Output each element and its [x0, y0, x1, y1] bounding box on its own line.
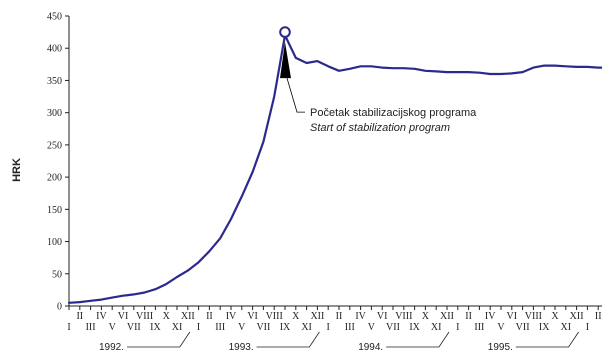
y-axis-label: HRK	[11, 158, 23, 182]
x-tick-label: X	[163, 311, 171, 322]
y-tick-label: 150	[47, 205, 62, 216]
year-leader-line	[386, 331, 450, 348]
x-tick-label: III	[474, 322, 484, 333]
series-line	[67, 34, 602, 304]
y-tick-label: 100	[47, 237, 62, 248]
x-tick-label: VI	[377, 311, 388, 322]
annotation-layer: Početak stabilizacijskog programa Start o…	[279, 26, 477, 134]
y-tick-label: 400	[47, 44, 62, 55]
x-tick-label: II	[76, 311, 83, 322]
x-tick-label: V	[368, 322, 376, 333]
x-tick-label: VIII	[266, 311, 283, 322]
x-tick-label: III	[86, 322, 96, 333]
y-axis: 0 50 100 150 200 250 300 350 400 450	[47, 12, 70, 313]
x-tick-label: VII	[516, 322, 530, 333]
y-tick-label: 350	[47, 76, 62, 87]
x-tick-label: I	[586, 322, 589, 333]
x-tick-label: XI	[561, 322, 572, 333]
annotation-arrow	[280, 42, 291, 79]
x-tick-label: X	[422, 311, 430, 322]
x-tick-label: VI	[118, 311, 129, 322]
x-tick-label: IV	[226, 311, 237, 322]
x-tick-label: VI	[507, 311, 518, 322]
x-tick-label: VIII	[395, 311, 412, 322]
y-tick-label: 250	[47, 140, 62, 151]
y-tick-label: 200	[47, 173, 62, 184]
series-layer	[67, 34, 602, 304]
x-tick-label: VII	[256, 322, 270, 333]
x-tick-label: II	[336, 311, 343, 322]
y-tick-label: 0	[57, 302, 62, 313]
x-tick-label: XI	[301, 322, 312, 333]
year-leader-line	[515, 331, 579, 348]
y-tick-label: 300	[47, 108, 62, 119]
x-tick-label: IX	[409, 322, 420, 333]
year-label: 1995.	[488, 342, 513, 353]
x-tick-label: IV	[96, 311, 107, 322]
x-tick-label: X	[551, 311, 559, 322]
x-tick-label: XI	[431, 322, 442, 333]
x-tick-label: V	[497, 322, 505, 333]
year-label: 1992.	[99, 342, 124, 353]
x-tick-label: VI	[247, 311, 258, 322]
x-tick-label: IX	[539, 322, 550, 333]
x-tick-label: II	[465, 311, 472, 322]
x-tick-label: X	[292, 311, 300, 322]
x-tick-label: III	[215, 322, 225, 333]
x-tick-label: I	[456, 322, 459, 333]
x-tick-label: V	[238, 322, 246, 333]
y-tick-label: 450	[47, 12, 62, 23]
annotation-text: Početak stabilizacijskog programa	[310, 107, 477, 119]
x-tick-label: IX	[150, 322, 161, 333]
y-tick-label: 50	[52, 269, 62, 280]
x-tick-label: III	[345, 322, 355, 333]
x-tick-label: I	[327, 322, 330, 333]
x-tick-label: XII	[181, 311, 195, 322]
year-label: 1994.	[358, 342, 383, 353]
x-tick-label: VIII	[136, 311, 153, 322]
x-tick-label: XI	[172, 322, 183, 333]
annotation-leader	[286, 77, 305, 113]
annotation-text-italic: Start of stabilization program	[310, 122, 450, 134]
x-tick-label: IV	[485, 311, 496, 322]
x-tick-label: II	[595, 311, 602, 322]
x-tick-label: XII	[440, 311, 454, 322]
x-tick-label: I	[67, 322, 70, 333]
x-axis: IIIIIIIVVVIVIIVIIIIXXXIXIIIIIIIIIVVVIVII…	[67, 305, 602, 353]
year-label: 1993.	[229, 342, 254, 353]
x-tick-label: VIII	[525, 311, 542, 322]
x-tick-label: VII	[386, 322, 400, 333]
x-tick-label: IV	[355, 311, 366, 322]
x-tick-label: I	[197, 322, 200, 333]
x-tick-label: II	[206, 311, 213, 322]
x-tick-label: XII	[310, 311, 324, 322]
year-leader-line	[127, 331, 191, 348]
x-tick-label: V	[109, 322, 117, 333]
x-tick-label: IX	[280, 322, 291, 333]
x-tick-label: VII	[127, 322, 141, 333]
x-tick-label: XII	[570, 311, 584, 322]
peak-marker	[279, 26, 291, 38]
year-leader-line	[256, 331, 320, 348]
